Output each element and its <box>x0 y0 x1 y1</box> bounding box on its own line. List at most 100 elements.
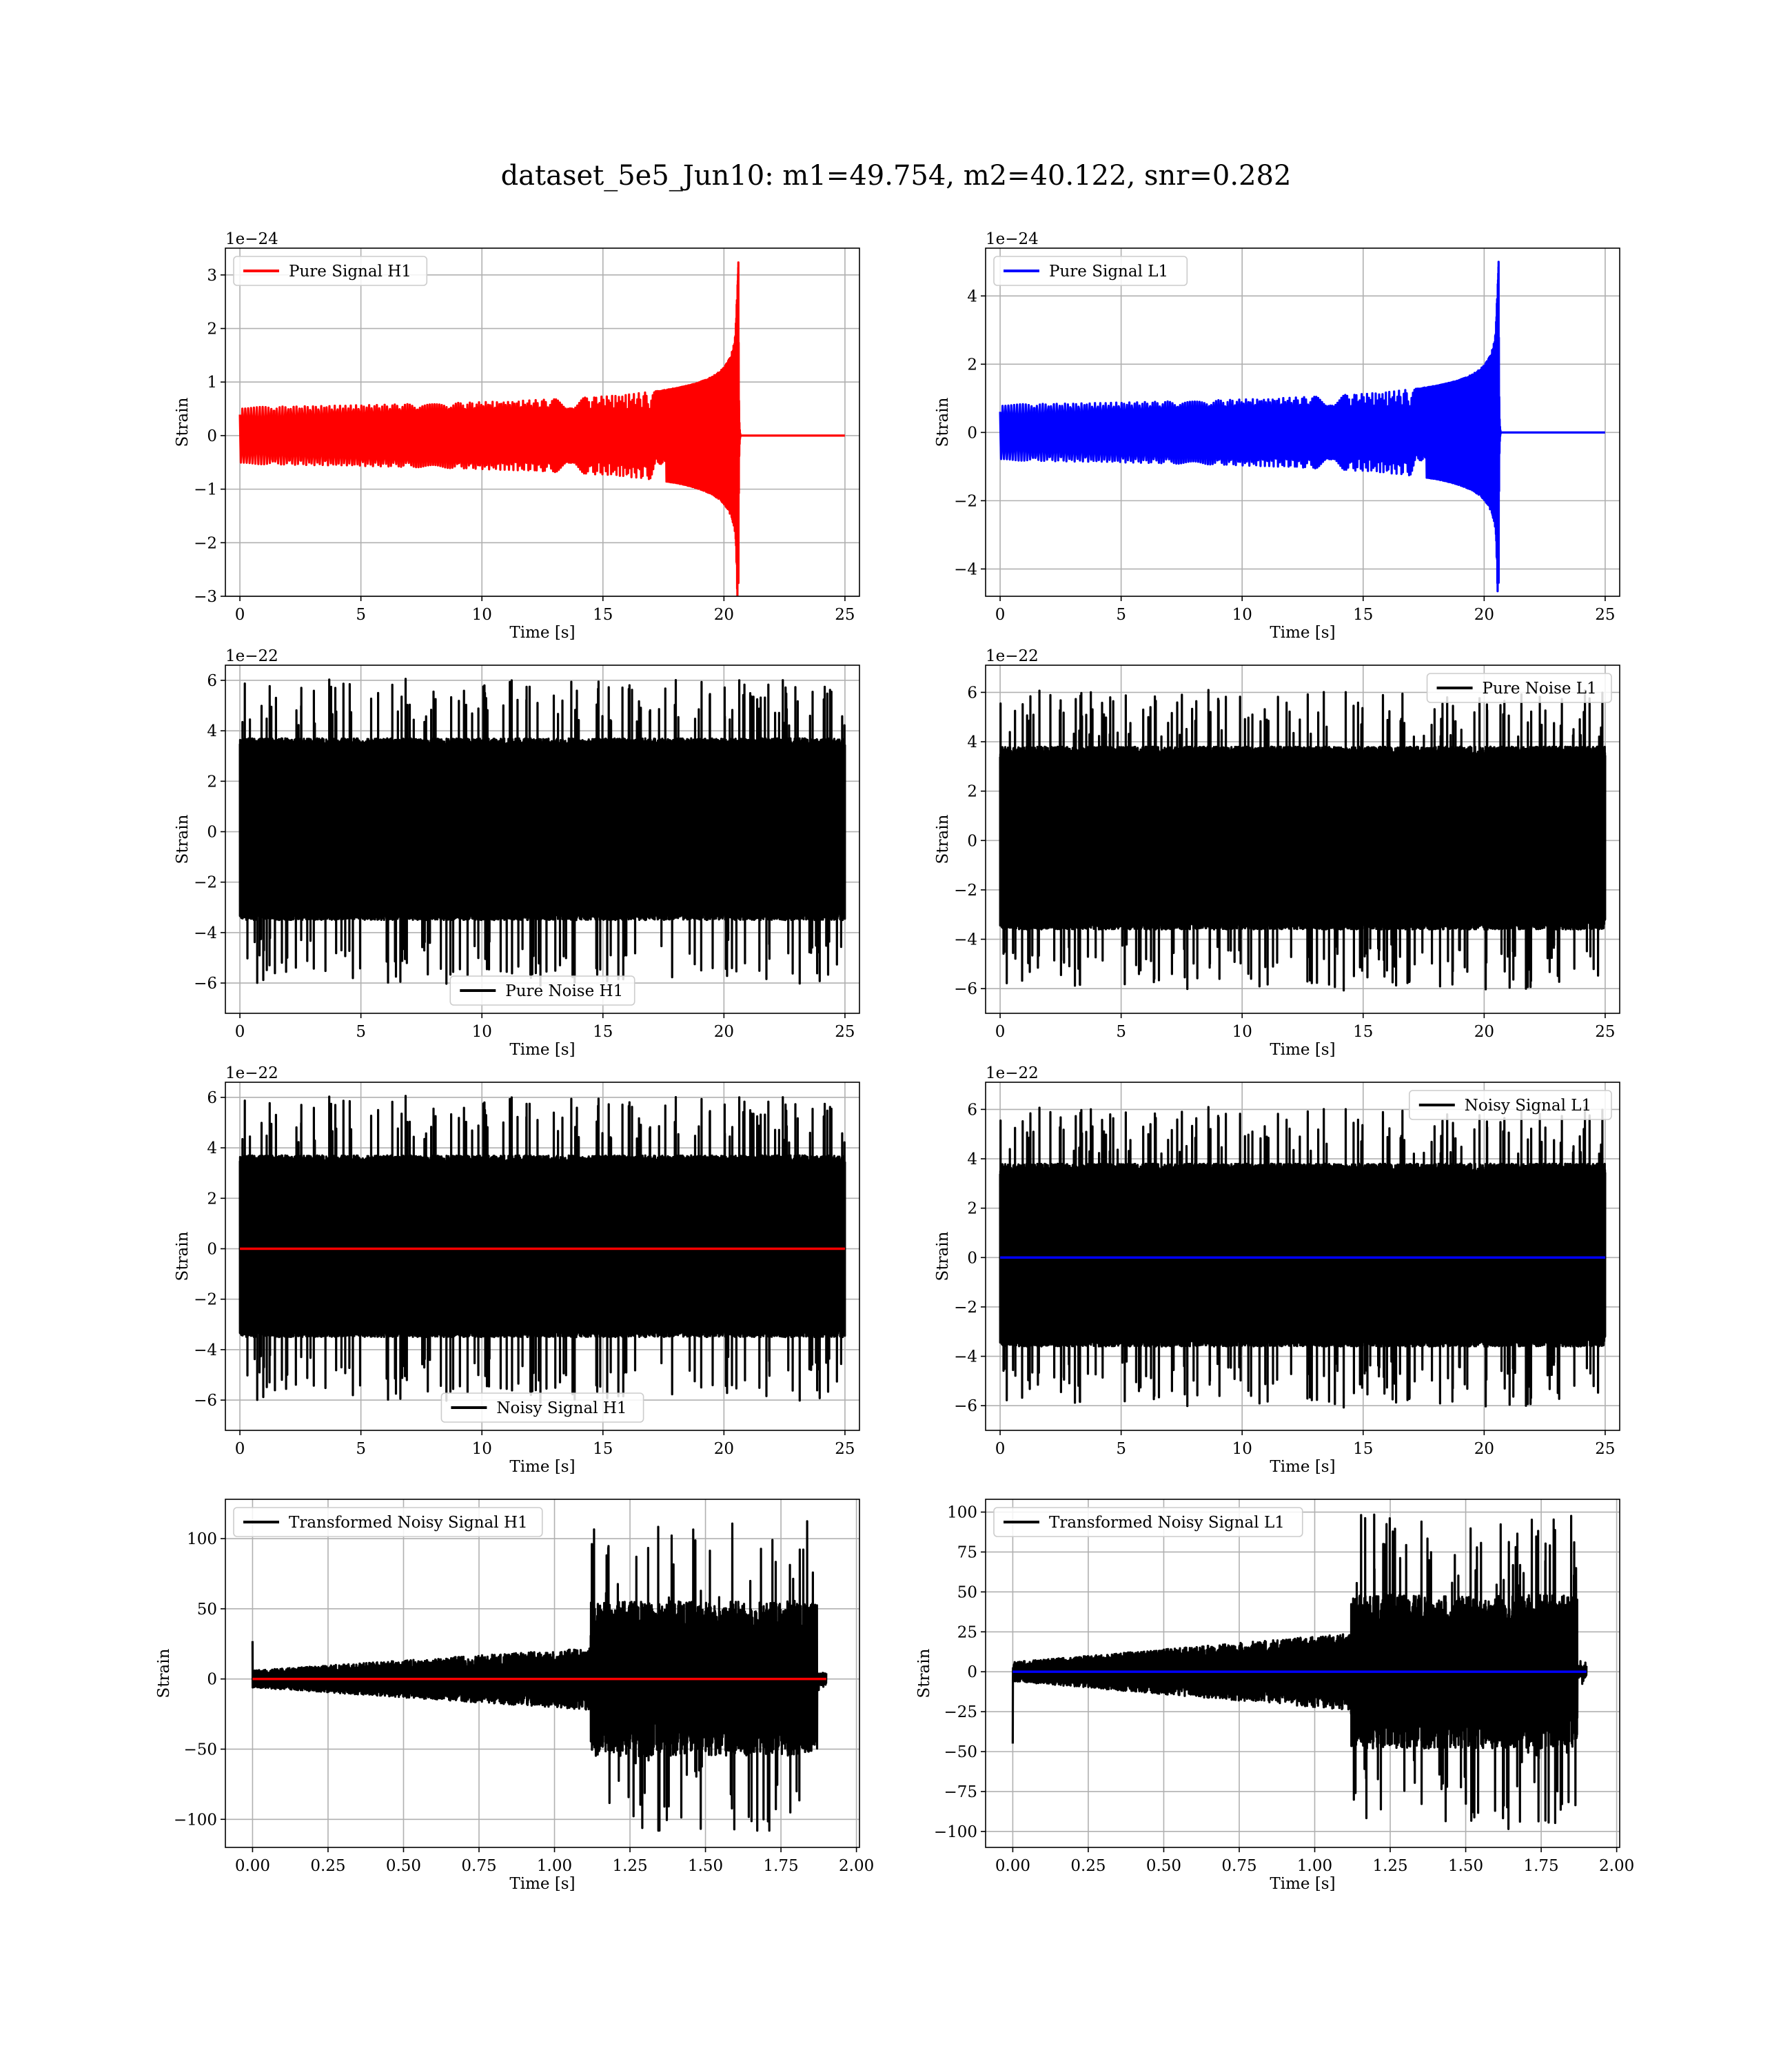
y-axis-label: Strain <box>155 1648 173 1698</box>
y-tick-label: −4 <box>954 931 977 949</box>
legend: Pure Noise L1 <box>1426 673 1612 703</box>
x-tick-label: 5 <box>1116 1440 1126 1458</box>
y-tick-label: −2 <box>194 1291 217 1309</box>
y-tick-label: −2 <box>954 1299 977 1317</box>
offset-text: 1e−24 <box>986 230 1039 248</box>
chart-noisy-signal-h1: 0 5 10 15 20 25 −6 −4 −2 0 2 4 6 1e−22 Time [s] Strain N… <box>174 1064 860 1476</box>
axes-frame <box>225 247 860 597</box>
y-tick-label: 100 <box>947 1504 977 1522</box>
axes-frame <box>225 665 860 1014</box>
x-tick-label: 1.50 <box>688 1857 723 1875</box>
y-axis-label: Strain <box>934 1231 952 1281</box>
x-tick-label: 5 <box>356 1440 366 1458</box>
ticks: 0 5 10 15 20 25 −3 −2 −1 0 1 2 3 <box>194 267 855 624</box>
ticks: 0 5 10 15 20 25 −4 −2 0 2 4 <box>954 287 1615 624</box>
offset-text: 1e−22 <box>225 647 278 665</box>
legend-box <box>233 256 428 286</box>
legend: Pure Noise H1 <box>449 975 635 1006</box>
y-tick-label: −4 <box>194 1341 217 1359</box>
x-tick-label: 10 <box>472 1440 492 1458</box>
y-axis-label: Strain <box>934 397 952 447</box>
x-tick-label: 15 <box>1353 606 1373 624</box>
y-axis-label: Strain <box>174 1231 192 1281</box>
x-tick-label: 0 <box>995 606 1006 624</box>
x-tick-label: 0 <box>995 1023 1006 1041</box>
legend-label: Noisy Signal H1 <box>496 1399 627 1417</box>
y-tick-label: 0 <box>207 427 217 445</box>
x-tick-label: 5 <box>1116 1023 1126 1041</box>
x-tick-label: 2.00 <box>839 1857 874 1875</box>
y-tick-label: 0 <box>967 1249 977 1267</box>
offset-text: 1e−22 <box>986 1064 1039 1082</box>
y-tick-label: 2 <box>207 773 217 791</box>
y-tick-label: 2 <box>967 783 977 801</box>
x-tick-label: 0.25 <box>310 1857 345 1875</box>
axes-frame <box>225 1082 860 1431</box>
y-tick-label: 3 <box>207 267 217 285</box>
x-tick-label: 20 <box>714 606 734 624</box>
x-tick-label: 1.25 <box>612 1857 647 1875</box>
x-tick-label: 1.75 <box>763 1857 798 1875</box>
y-tick-label: 6 <box>207 672 217 690</box>
x-tick-label: 15 <box>1353 1023 1373 1041</box>
y-tick-label: −2 <box>954 492 977 510</box>
legend-label: Transformed Noisy Signal H1 <box>289 1514 528 1532</box>
x-tick-label: 20 <box>714 1440 734 1458</box>
legend-label: Pure Noise L1 <box>1483 680 1597 698</box>
legend-box <box>1409 1090 1612 1120</box>
offset-text: 1e−22 <box>225 1064 278 1082</box>
x-tick-label: 10 <box>1232 1023 1252 1041</box>
legend: Pure Signal H1 <box>233 256 428 286</box>
legend-label: Pure Signal L1 <box>1049 263 1168 281</box>
plot-area <box>238 678 846 987</box>
legend-label: Pure Noise H1 <box>505 982 623 1000</box>
y-tick-label: −3 <box>194 588 217 606</box>
x-tick-label: 20 <box>1474 606 1494 624</box>
y-tick-label: 0 <box>207 824 217 842</box>
legend: Noisy Signal H1 <box>440 1392 644 1423</box>
x-axis-label: Time [s] <box>1270 1875 1335 1893</box>
x-tick-label: 0.75 <box>461 1857 496 1875</box>
x-tick-label: 25 <box>835 606 855 624</box>
series-line <box>238 261 846 596</box>
x-tick-label: 20 <box>1474 1023 1494 1041</box>
legend-box <box>440 1392 644 1423</box>
x-tick-label: 1.75 <box>1523 1857 1558 1875</box>
legend-box <box>993 256 1188 286</box>
y-tick-label: −50 <box>944 1743 977 1761</box>
y-tick-label: 6 <box>967 684 977 702</box>
y-tick-label: 0 <box>967 424 977 442</box>
x-tick-label: 15 <box>593 606 613 624</box>
ticks: 0.00 0.25 0.50 0.75 1.00 1.25 1.50 1.75 2.00 −100… <box>934 1504 1634 1875</box>
x-tick-label: 2.00 <box>1599 1857 1634 1875</box>
x-tick-label: 0.50 <box>1146 1857 1181 1875</box>
chart-pure-noise-h1: 0 5 10 15 20 25 −6 −4 −2 0 2 4 6 1e−22 Time [s] Strain P… <box>174 647 860 1059</box>
x-tick-label: 25 <box>1595 1023 1615 1041</box>
y-axis-label: Strain <box>174 814 192 864</box>
x-axis-label: Time [s] <box>1270 624 1335 642</box>
legend-label: Transformed Noisy Signal L1 <box>1049 1514 1285 1532</box>
y-tick-label: 2 <box>207 1190 217 1208</box>
x-tick-label: 1.25 <box>1372 1857 1407 1875</box>
x-tick-label: 5 <box>356 1023 366 1041</box>
plot-area <box>999 261 1607 593</box>
y-tick-label: −2 <box>194 874 217 892</box>
y-tick-label: 75 <box>957 1543 977 1561</box>
x-axis-label: Time [s] <box>1270 1458 1335 1476</box>
x-tick-label: 0.50 <box>386 1857 421 1875</box>
y-tick-label: 1 <box>207 374 217 392</box>
legend-label: Pure Signal H1 <box>289 263 411 281</box>
ticks: 0 5 10 15 20 25 −6 −4 −2 0 2 4 6 <box>194 1089 855 1458</box>
x-tick-label: 1.00 <box>1297 1857 1332 1875</box>
legend-box <box>233 1507 543 1537</box>
legend: Transformed Noisy Signal H1 <box>233 1507 543 1537</box>
y-axis-label: Strain <box>174 397 192 447</box>
chart-pure-noise-l1: 0 5 10 15 20 25 −6 −4 −2 0 2 4 6 1e−22 Time [s] Strain P… <box>934 647 1620 1059</box>
y-tick-label: −4 <box>194 924 217 942</box>
x-axis-label: Time [s] <box>509 1458 575 1476</box>
ticks: 0.00 0.25 0.50 0.75 1.00 1.25 1.50 1.75 2.00 −100… <box>174 1530 874 1875</box>
ticks: 0 5 10 15 20 25 −6 −4 −2 0 2 4 6 <box>954 1101 1615 1458</box>
chart-pure-signal-l1: 0 5 10 15 20 25 −4 −2 0 2 4 1e−24 Time [s] Strain Pure… <box>934 230 1620 642</box>
series-line <box>999 1106 1607 1409</box>
y-tick-label: 2 <box>967 356 977 374</box>
